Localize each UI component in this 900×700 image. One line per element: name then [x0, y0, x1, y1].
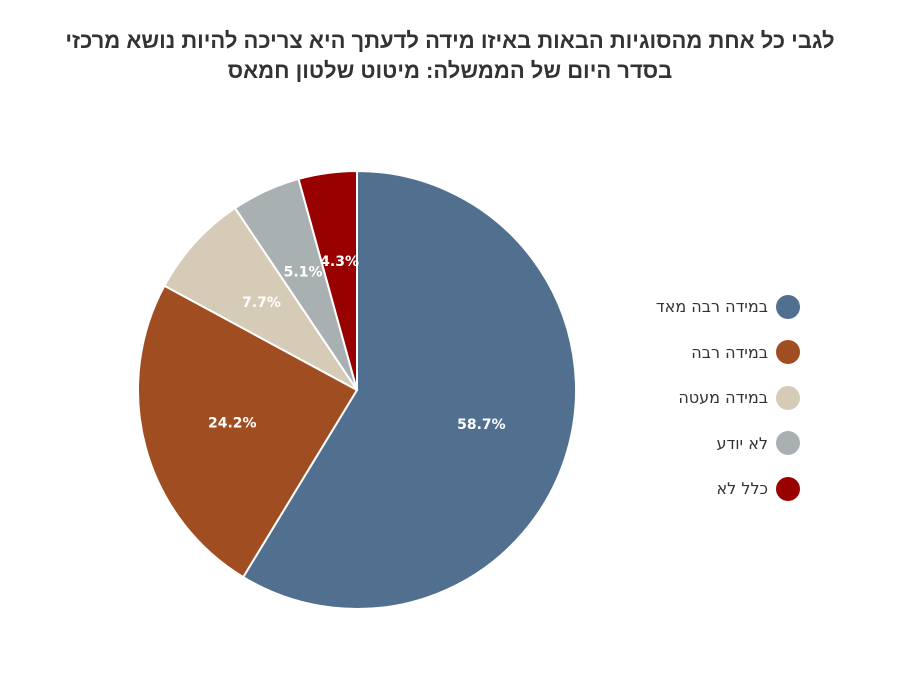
legend-item[interactable]: כלל לא [656, 466, 800, 512]
pie-slice-label: 58.7% [457, 417, 506, 433]
pie-slice-label: 5.1% [284, 265, 323, 281]
chart-title-line-1: לגבי כל אחת מהסוגיות הבאות באיזו מידה לד… [65, 28, 835, 53]
pie-slice-labels: 58.7% 24.2% 7.7%5.1%4.3% [208, 254, 506, 433]
pie-slice-label: 7.7% [242, 295, 281, 311]
legend-swatch [776, 431, 800, 456]
pie-slice[interactable] [241, 169, 577, 610]
pie-slice[interactable] [137, 284, 359, 579]
legend: במידה רבה מאד במידה רבה במידה מעטה לא יו… [656, 284, 800, 512]
pie-slices [137, 169, 577, 610]
pie-slice-label: 24.2% [208, 416, 257, 432]
legend-item[interactable]: במידה רבה מאד [656, 284, 800, 330]
pie-slice[interactable] [297, 169, 358, 391]
legend-label: במידה רבה מאד [655, 297, 768, 317]
legend-item[interactable]: לא יודע [656, 421, 800, 467]
legend-swatch [776, 476, 800, 501]
chart-title-line-2: בסדר היום של הממשלה: מיטוט שלטון חמאס [227, 58, 673, 83]
legend-item[interactable]: במידה מעטה [656, 375, 800, 421]
legend-item[interactable]: במידה רבה [656, 330, 800, 376]
pie-slice[interactable] [163, 206, 358, 391]
legend-swatch [776, 385, 800, 410]
legend-swatch [776, 294, 800, 319]
legend-label: במידה מעטה [678, 388, 768, 408]
legend-label: כלל לא [716, 479, 768, 499]
legend-label: במידה רבה [691, 342, 768, 362]
legend-swatch [776, 340, 800, 365]
chart-title: לגבי כל אחת מהסוגיות הבאות באיזו מידה לד… [40, 26, 860, 86]
legend-label: לא יודע [716, 433, 768, 453]
pie-slice-label: 4.3% [320, 254, 359, 270]
